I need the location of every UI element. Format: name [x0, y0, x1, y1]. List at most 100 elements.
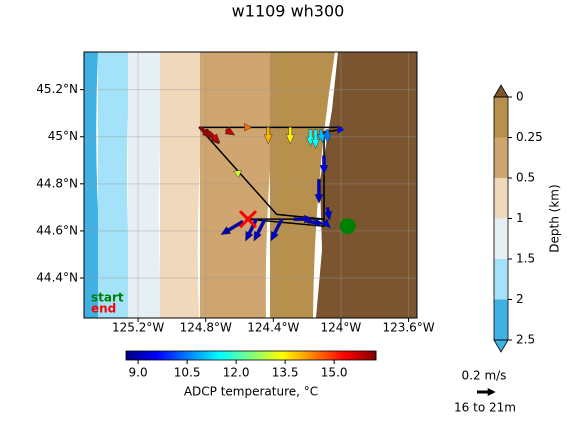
- colorbar-cell: [241, 351, 244, 360]
- depth-band: [200, 52, 282, 318]
- colorbar-cell: [348, 351, 352, 360]
- y-tick-label: 45°N: [48, 129, 78, 143]
- colorbar-tick-label: 10.5: [174, 366, 201, 380]
- colorbar-cell: [168, 351, 172, 360]
- current-arrow: [306, 218, 325, 227]
- y-tick-label: 45.2°N: [36, 82, 78, 96]
- colorbar-cell: [133, 351, 137, 360]
- colorbar-cell: [216, 351, 219, 360]
- map: [84, 52, 417, 318]
- x-tick-label: 124°W: [321, 321, 362, 335]
- current-arrow: [314, 178, 324, 204]
- chart-title: w1109 wh300: [232, 2, 345, 21]
- colorbar-cell: [363, 351, 367, 360]
- colorbar-cell: [326, 351, 329, 360]
- x-tick-label: 124.4°W: [247, 321, 299, 335]
- current-arrow: [263, 127, 273, 145]
- colorbar-cell: [198, 351, 202, 360]
- colorbar-cell: [283, 351, 287, 360]
- depth-band: [270, 52, 335, 318]
- depth-colorbar-cell: [494, 259, 508, 300]
- colorbar-cell: [261, 351, 264, 360]
- colorbar-cell: [128, 351, 132, 360]
- colorbar-cell: [373, 351, 377, 360]
- colorbar-cell: [318, 351, 322, 360]
- colorbar-cell: [286, 351, 289, 360]
- colorbar-cell: [303, 351, 307, 360]
- colorbar-cell: [306, 351, 309, 360]
- colorbar-cell: [126, 351, 129, 360]
- depth-colorbar-tick-label: 0.25: [516, 130, 543, 144]
- colorbar-cell: [251, 351, 254, 360]
- colorbar-cell: [271, 351, 274, 360]
- colorbar-cell: [171, 351, 174, 360]
- current-arrow: [320, 218, 332, 229]
- colorbar-tick-label: 12.0: [223, 366, 250, 380]
- colorbar-cell: [223, 351, 227, 360]
- colorbar-cell: [188, 351, 192, 360]
- colorbar-cell: [273, 351, 277, 360]
- colorbar-cell: [136, 351, 139, 360]
- colorbar-cell: [218, 351, 222, 360]
- current-arrow: [253, 218, 267, 242]
- depth-colorbar-cell: [494, 178, 508, 219]
- start-marker: [339, 218, 356, 235]
- colorbar-cell: [328, 351, 332, 360]
- colorbar-cell: [298, 351, 302, 360]
- colorbar-cell: [186, 351, 189, 360]
- colorbar-cell: [151, 351, 154, 360]
- colorbar-cell: [208, 351, 212, 360]
- colorbar-cell: [316, 351, 319, 360]
- current-arrow: [244, 122, 252, 132]
- colorbar-cell: [268, 351, 272, 360]
- colorbar-cell: [213, 351, 217, 360]
- current-arrow: [285, 127, 295, 145]
- colorbar-cell: [256, 351, 259, 360]
- key-arrow: [477, 388, 496, 396]
- depth-colorbar-tick-label: 1: [516, 211, 524, 225]
- colorbar-tick-label: 13.5: [272, 366, 299, 380]
- colorbar-cell: [131, 351, 134, 360]
- colorbar-cell: [183, 351, 187, 360]
- colorbar-cell: [321, 351, 324, 360]
- colorbar-cell: [146, 351, 149, 360]
- colorbar-cell: [278, 351, 282, 360]
- colorbar-cell: [158, 351, 162, 360]
- colorbar-cell: [203, 351, 207, 360]
- start-label: start: [91, 291, 124, 305]
- current-arrow: [337, 125, 345, 135]
- colorbar-cell: [166, 351, 169, 360]
- depth-colorbar-cell: [494, 97, 508, 138]
- colorbar-cell: [248, 351, 252, 360]
- colorbar-cell: [211, 351, 214, 360]
- depth-band: [84, 52, 106, 318]
- colorbar-cell: [176, 351, 179, 360]
- current-arrow: [207, 130, 221, 144]
- colorbar-cell: [338, 351, 342, 360]
- depth-band: [128, 52, 166, 318]
- colorbar-cell: [193, 351, 197, 360]
- colorbar-label: ADCP temperature, °C: [184, 385, 318, 399]
- land: [316, 52, 417, 318]
- colorbar-cell: [228, 351, 232, 360]
- depth-colorbar-cell: [494, 218, 508, 259]
- colorbar-cell: [191, 351, 194, 360]
- depth-colorbar-extend: [493, 339, 509, 353]
- depth-colorbar-label: Depth (km): [548, 184, 562, 252]
- y-tick-label: 44.8°N: [36, 176, 78, 190]
- colorbar-cell: [143, 351, 147, 360]
- colorbar-cell: [366, 351, 369, 360]
- colorbar-cell: [288, 351, 292, 360]
- current-arrow: [317, 129, 326, 144]
- colorbar-cell: [206, 351, 209, 360]
- colorbar-cell: [356, 351, 359, 360]
- current-arrow: [270, 218, 284, 242]
- colorbar-cell: [163, 351, 167, 360]
- colorbar-cell: [336, 351, 339, 360]
- colorbar-cell: [258, 351, 262, 360]
- depth-band: [98, 52, 133, 318]
- y-tick-label: 44.4°N: [36, 270, 78, 284]
- colorbar-cell: [276, 351, 279, 360]
- current-arrow: [319, 155, 329, 175]
